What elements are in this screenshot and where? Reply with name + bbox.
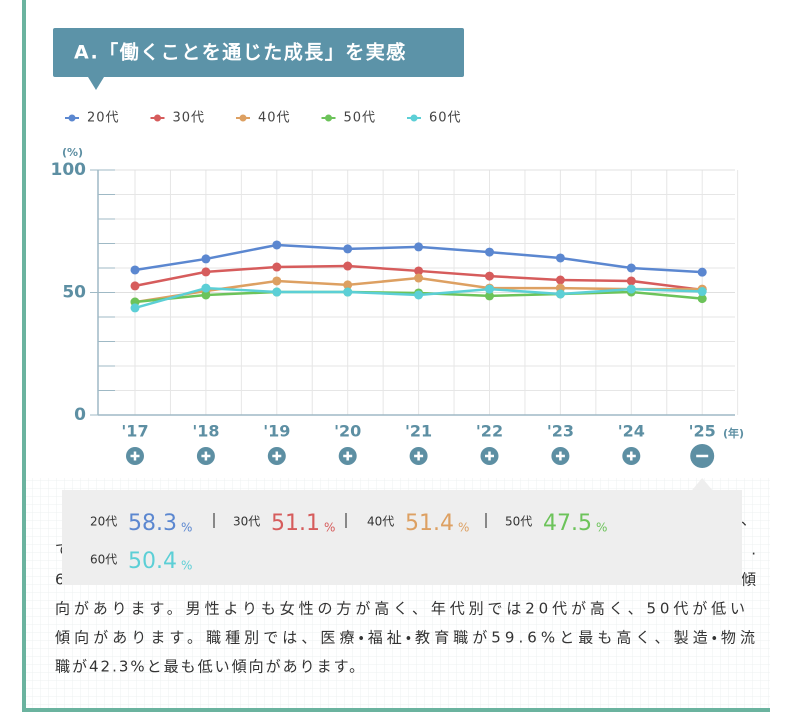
paragraph-text: 、 (741, 511, 758, 529)
data-point (414, 266, 424, 276)
header-pointer (88, 77, 104, 90)
card-border-left (22, 0, 26, 712)
data-point (485, 291, 494, 301)
legend-dot (325, 114, 332, 122)
data-point (414, 290, 424, 300)
data-point (414, 242, 424, 252)
data-point (626, 263, 636, 273)
tooltip-unit: % (181, 559, 192, 573)
x-tick-label: '23 (547, 422, 574, 441)
legend-dot (239, 114, 247, 122)
tooltip-value: 51.4 (405, 511, 454, 536)
tooltip-label: 60代 (90, 553, 117, 567)
data-point (130, 265, 140, 275)
x-tick-label: '20 (334, 422, 361, 441)
legend-dot (410, 114, 418, 122)
tooltip: 20代 58.3% 30代 51.1% 40代 51.4% 50代 47.5 % 60代 50.4% (62, 478, 742, 585)
x-tick-label: '24 (618, 422, 645, 441)
tooltip-unit: % (596, 521, 607, 535)
data-point (626, 276, 636, 286)
data-point (485, 284, 494, 294)
data-point (343, 261, 353, 271)
data-point (697, 287, 707, 297)
paragraph-text: 傾 (741, 571, 758, 589)
x-tick-label: '22 (476, 422, 503, 441)
x-tick-label: '21 (405, 422, 432, 441)
x-unit: (年) (723, 426, 744, 440)
tooltip-box (62, 490, 742, 585)
data-point (555, 253, 565, 263)
header-title: A.「働くことを通じた成長」を実感 (74, 41, 407, 64)
legend-label: 60代 (429, 111, 462, 126)
legend-label: 50代 (344, 111, 377, 126)
data-point (272, 276, 282, 286)
data-point (485, 271, 494, 281)
chart: 20代 30代 40代 50代 60代 (%) 0 50 100 '17 '18 '19 '20 '21 '… (51, 111, 744, 468)
x-tick-label: '17 (121, 422, 148, 441)
tooltip-value: 47.5 (543, 511, 592, 536)
paragraph-text: 職が42.3%と最も低い傾向があります。 (55, 658, 366, 676)
tooltip-label: 40代 (367, 515, 394, 529)
tooltip-label: 20代 (90, 515, 117, 529)
x-tick-label: '19 (263, 422, 290, 441)
data-point (626, 284, 636, 294)
tooltip-value: 58.3 (128, 511, 177, 536)
data-point (343, 280, 353, 290)
legend-label: 20代 (87, 111, 120, 126)
data-point (201, 283, 211, 293)
x-tick-label: '18 (192, 422, 219, 441)
legend-label: 40代 (258, 111, 291, 126)
tooltip-label: 50代 (505, 515, 532, 529)
data-point (201, 254, 211, 264)
data-point (201, 290, 211, 300)
data-point (697, 267, 707, 277)
legend-dot (68, 114, 76, 122)
legend-dot (154, 114, 161, 122)
tooltip-value: 51.1 (271, 511, 320, 536)
paragraph-text: 6 (55, 571, 67, 589)
data-point (272, 262, 282, 272)
data-point (485, 247, 494, 257)
data-point (201, 267, 211, 277)
data-point (272, 240, 282, 250)
tooltip-value: 50.4 (128, 549, 177, 574)
data-point (414, 273, 424, 283)
tooltip-pointer (692, 478, 713, 490)
data-point (555, 289, 565, 299)
data-point (697, 294, 707, 304)
data-point (130, 303, 140, 313)
tooltip-unit: % (324, 521, 335, 535)
tooltip-unit: % (458, 521, 469, 535)
y-tick-label: 100 (51, 160, 87, 180)
y-tick-label: 0 (74, 405, 86, 425)
data-point (130, 281, 140, 291)
header-box (53, 28, 464, 77)
y-tick-label: 50 (62, 283, 86, 303)
paragraph: 「、で.6傾向があります。男性よりも女性の方が高く、年代別では20代が高く、50… (55, 511, 758, 676)
paragraph-text: 向があります。男性よりも女性の方が高く、年代別では20代が高く、50代が低い (55, 600, 747, 618)
tooltip-unit: % (181, 521, 192, 535)
paragraph-text: . (751, 541, 758, 559)
data-point (343, 287, 353, 297)
x-tick-label: '25 (689, 422, 716, 441)
data-point (343, 244, 353, 254)
paragraph-text: 傾向があります。職種別では、医療・福祉・教育職が59.6%と最も高く、製造・物流 (55, 629, 757, 647)
tooltip-label: 30代 (233, 515, 260, 529)
y-unit: (%) (62, 146, 83, 159)
card-border-bottom (22, 708, 770, 712)
legend-label: 30代 (173, 111, 206, 126)
data-point (272, 287, 282, 297)
data-point (555, 275, 565, 285)
